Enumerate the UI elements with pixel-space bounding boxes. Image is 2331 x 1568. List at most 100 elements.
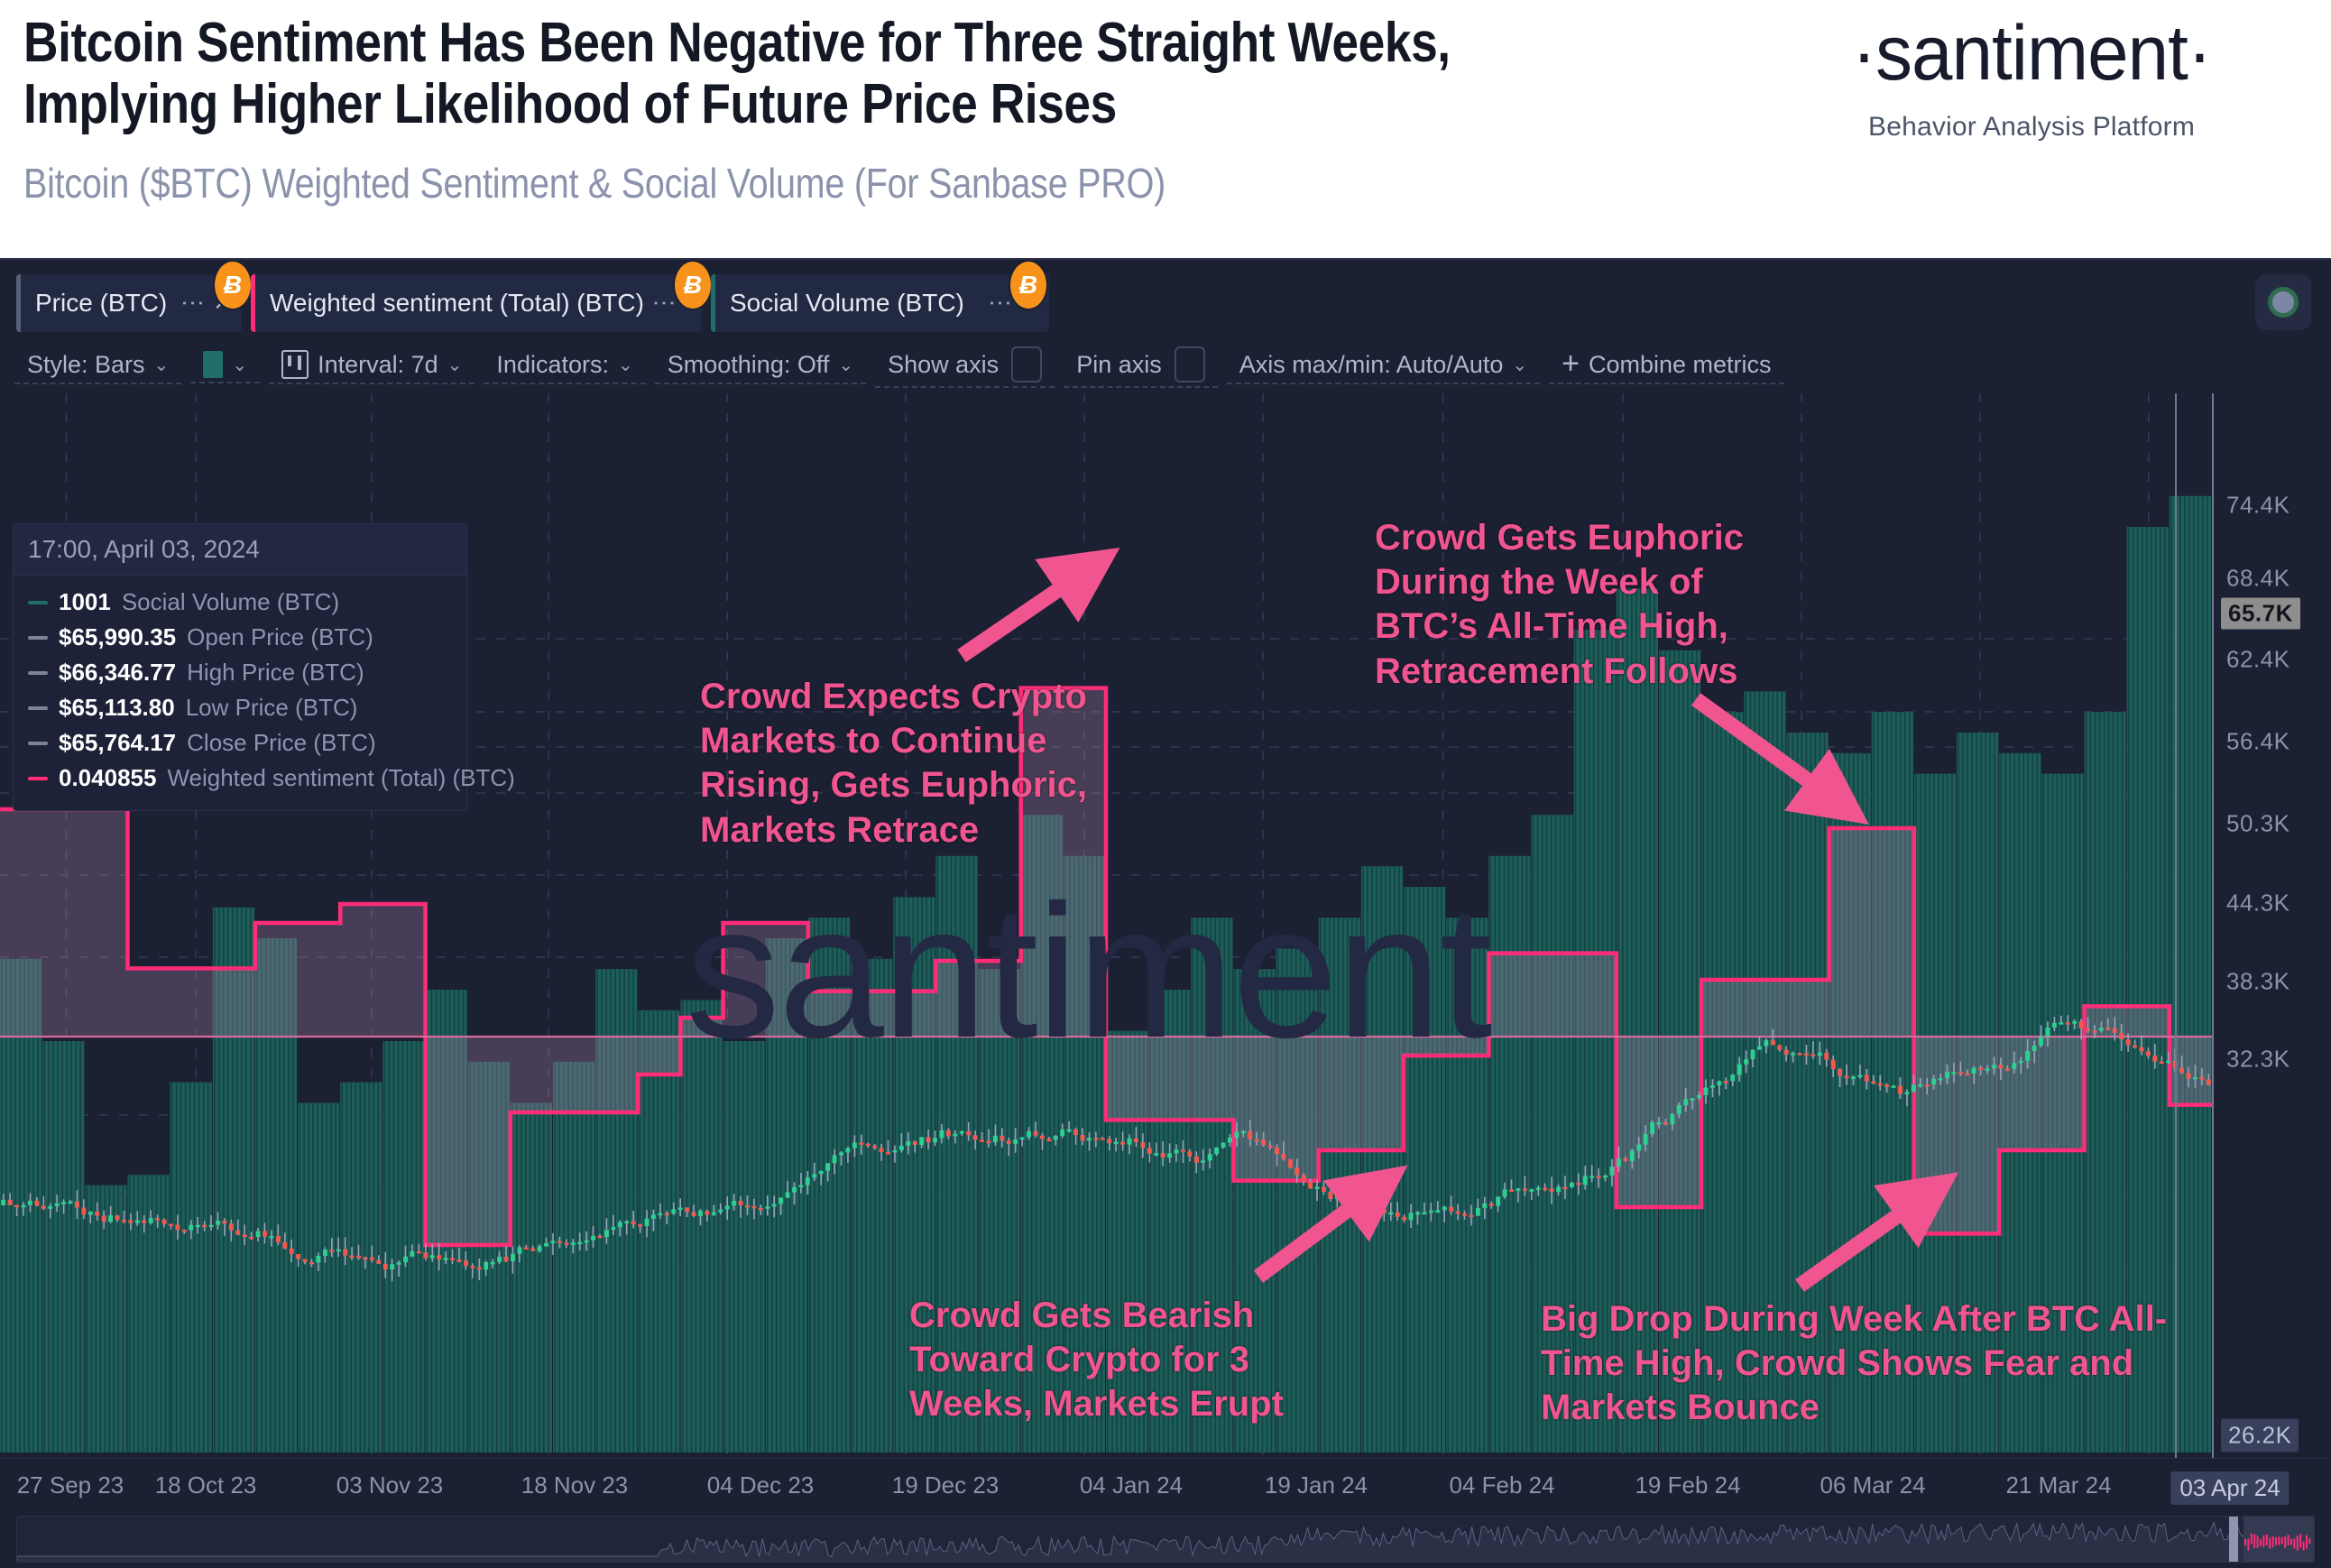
pin-axis-label: Pin axis xyxy=(1076,350,1162,378)
tab-social-volume[interactable]: Social Volume (BTC) ⋮ × xyxy=(711,274,1049,332)
tooltip-label: High Price (BTC) xyxy=(187,659,364,686)
calendar-icon xyxy=(281,350,309,379)
tooltip-label: Low Price (BTC) xyxy=(185,694,358,721)
x-tick-1: 18 Oct 23 xyxy=(154,1471,257,1499)
navigator-sparkline xyxy=(17,1517,2314,1562)
tooltip-row-social-volume: 1001 Social Volume (BTC) xyxy=(28,585,452,620)
date-axis[interactable]: 27 Sep 23 18 Oct 23 03 Nov 23 18 Nov 23 … xyxy=(0,1458,2331,1512)
y-tick-6: 44.3K xyxy=(2226,889,2290,917)
x-tick-8: 04 Feb 24 xyxy=(1449,1471,1555,1499)
tab-social-volume-menu-icon[interactable]: ⋮ xyxy=(987,291,1015,315)
range-navigator[interactable] xyxy=(16,1516,2315,1563)
series-color-icon xyxy=(28,670,48,675)
tooltip-date: 17:00, April 03, 2024 xyxy=(14,524,466,576)
smoothing-selector[interactable]: Smoothing: Off ⌄ xyxy=(654,347,867,384)
chevron-down-icon: ⌄ xyxy=(617,355,633,375)
price-axis[interactable]: 74.4K 68.4K 65.7K 62.4K 56.4K 50.3K 44.3… xyxy=(2212,393,2331,1458)
color-selector[interactable]: ⌄ xyxy=(190,347,261,383)
tooltip-value: 0.040855 xyxy=(59,764,157,791)
tab-social-volume-label: Social Volume (BTC) xyxy=(730,289,964,317)
x-tick-current: 03 Apr 24 xyxy=(2170,1471,2290,1505)
tooltip-label: Social Volume (BTC) xyxy=(121,588,340,615)
bitcoin-icon-1: Ƀ xyxy=(215,262,251,309)
plus-icon: + xyxy=(1562,346,1580,382)
color-swatch-icon xyxy=(203,351,224,378)
pin-axis-toggle[interactable]: Pin axis xyxy=(1064,343,1218,388)
tooltip-value: 1001 xyxy=(59,588,111,615)
tooltip-row-open-price: $65,990.35 Open Price (BTC) xyxy=(28,620,452,655)
y-tick-7: 38.3K xyxy=(2226,967,2290,995)
x-tick-3: 18 Nov 23 xyxy=(521,1471,629,1499)
interval-selector[interactable]: Interval: 7d ⌄ xyxy=(269,346,475,384)
indicators-selector[interactable]: Indicators: ⌄ xyxy=(484,347,646,384)
x-tick-11: 21 Mar 24 xyxy=(2005,1471,2112,1499)
chart-settings-button[interactable] xyxy=(2255,274,2311,330)
chart-canvas xyxy=(0,393,2212,1458)
series-color-icon xyxy=(28,706,48,710)
series-color-icon xyxy=(28,635,48,640)
combine-metrics-label: Combine metrics xyxy=(1588,350,1772,378)
y-tick-1: 68.4K xyxy=(2226,564,2290,592)
tooltip-row-weighted-sentiment: 0.040855 Weighted sentiment (Total) (BTC… xyxy=(28,761,515,796)
tooltip-rows: 1001 Social Volume (BTC) $65,990.35 Open… xyxy=(14,576,515,810)
tab-weighted-sentiment[interactable]: Weighted sentiment (Total) (BTC) ⋮ × xyxy=(251,274,702,332)
tab-weighted-sentiment-label: Weighted sentiment (Total) (BTC) xyxy=(270,289,644,317)
tooltip-row-close-price: $65,764.17 Close Price (BTC) xyxy=(28,725,452,761)
series-color-icon xyxy=(28,600,48,604)
tooltip-label: Weighted sentiment (Total) (BTC) xyxy=(167,764,515,791)
y-tick-5: 50.3K xyxy=(2226,809,2290,837)
chevron-down-icon: ⌄ xyxy=(232,355,248,375)
combine-metrics-button[interactable]: + Combine metrics xyxy=(1549,346,1784,384)
show-axis-toggle[interactable]: Show axis xyxy=(875,343,1055,388)
pin-axis-checkbox[interactable] xyxy=(1174,346,1205,383)
x-tick-7: 19 Jan 24 xyxy=(1264,1471,1368,1499)
y-tick-8: 32.3K xyxy=(2226,1045,2290,1073)
series-color-icon xyxy=(28,741,48,745)
smoothing-label: Smoothing: Off xyxy=(667,350,830,378)
page-subtitle: Bitcoin ($BTC) Weighted Sentiment & Soci… xyxy=(23,160,1166,207)
y-tick-4: 56.4K xyxy=(2226,727,2290,755)
x-tick-9: 19 Feb 24 xyxy=(1635,1471,1741,1499)
chevron-down-icon: ⌄ xyxy=(838,355,854,375)
header-banner: Bitcoin Sentiment Has Been Negative for … xyxy=(0,0,2331,258)
y-tick-current-price: 65.7K xyxy=(2221,597,2300,630)
tab-price-menu-icon[interactable]: ⋮ xyxy=(180,291,207,315)
x-tick-4: 04 Dec 23 xyxy=(706,1471,815,1499)
navigator-handle-right[interactable] xyxy=(2229,1517,2238,1562)
y-tick-0: 74.4K xyxy=(2226,491,2290,519)
interval-label: Interval: 7d xyxy=(318,350,438,378)
show-axis-checkbox[interactable] xyxy=(1011,346,1043,383)
x-tick-0: 27 Sep 23 xyxy=(16,1471,124,1499)
series-color-icon xyxy=(28,776,48,780)
tooltip-value: $65,113.80 xyxy=(59,694,175,721)
x-tick-6: 04 Jan 24 xyxy=(1079,1471,1184,1499)
chevron-down-icon: ⌄ xyxy=(447,355,463,375)
tab-price-label: Price (BTC) xyxy=(35,289,168,317)
chart-toolbar: Style: Bars ⌄ ⌄ Interval: 7d ⌄ Indicator… xyxy=(0,337,2331,393)
axis-minmax-selector[interactable]: Axis max/min: Auto/Auto ⌄ xyxy=(1226,347,1541,384)
chevron-down-icon: ⌄ xyxy=(153,355,170,375)
tooltip-row-low-price: $65,113.80 Low Price (BTC) xyxy=(28,690,452,725)
bitcoin-icon-3: Ƀ xyxy=(1010,262,1046,309)
annotation-euphoria-jan: Crowd Expects Crypto Markets to Continue… xyxy=(700,677,1087,850)
tab-price-btc[interactable]: Price (BTC) ⋮ × xyxy=(16,274,242,332)
brand-tagline: Behavior Analysis Platform xyxy=(1867,112,2196,142)
bitcoin-icon-2: Ƀ xyxy=(675,262,711,309)
tooltip-value: $66,346.77 xyxy=(59,659,177,686)
tooltip-label: Close Price (BTC) xyxy=(187,729,376,756)
chevron-down-icon: ⌄ xyxy=(1512,355,1528,375)
show-axis-label: Show axis xyxy=(888,350,1000,378)
indicators-label: Indicators: xyxy=(496,350,609,378)
y-tick-bottom: 26.2K xyxy=(2221,1418,2299,1453)
tab-weighted-sentiment-menu-icon[interactable]: ⋮ xyxy=(651,291,679,315)
page-title: Bitcoin Sentiment Has Been Negative for … xyxy=(23,12,1451,136)
metric-tab-bar: Price (BTC) ⋮ × Ƀ Weighted sentiment (To… xyxy=(0,260,2331,337)
annotation-euphoria-ath: Crowd Gets Euphoric During the Week of B… xyxy=(1375,518,1744,691)
axis-minmax-label: Axis max/min: Auto/Auto xyxy=(1239,350,1504,378)
style-selector[interactable]: Style: Bars ⌄ xyxy=(14,347,182,384)
brand-logo: ·santiment· Behavior Analysis Platform xyxy=(1752,14,2311,143)
tooltip-value: $65,764.17 xyxy=(59,729,177,756)
chart-tooltip: 17:00, April 03, 2024 1001 Social Volume… xyxy=(13,523,515,811)
target-icon xyxy=(2268,287,2299,318)
tooltip-row-high-price: $66,346.77 High Price (BTC) xyxy=(28,655,452,690)
